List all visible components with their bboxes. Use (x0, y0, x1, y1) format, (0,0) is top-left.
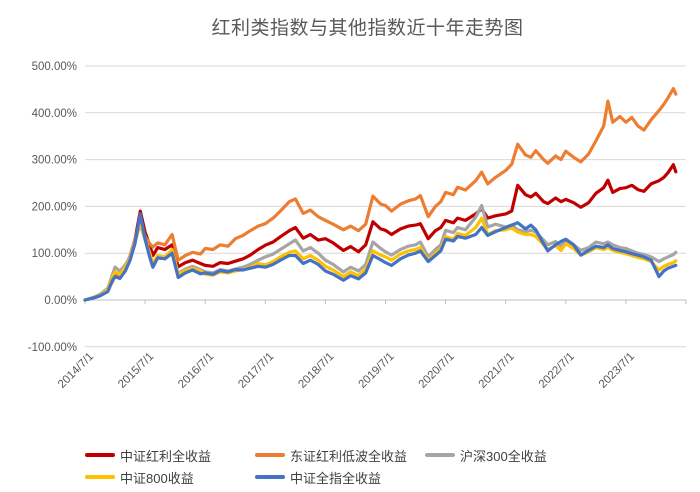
series-color-swatch (85, 475, 115, 479)
x-axis-tick-label: 2017/7/1 (236, 351, 276, 391)
legend: 中证红利全收益 东证红利低波全收益 沪深300全收益 中证800收益 中证全指全… (85, 444, 595, 488)
series-lines (83, 86, 678, 302)
x-axis-tick-label: 2019/7/1 (356, 351, 396, 391)
x-axis-tick-label: 2018/7/1 (296, 351, 336, 391)
legend-item-hushen300: 沪深300全收益 (425, 446, 595, 465)
legend-label: 中证红利全收益 (120, 448, 212, 464)
legend-item-dongzheng-hongli-dibo: 东证红利低波全收益 (255, 446, 425, 465)
x-axis-tick-label: 2020/7/1 (417, 351, 457, 391)
legend-label: 中证全指全收益 (290, 470, 382, 486)
legend-row-1: 中证红利全收益 东证红利低波全收益 沪深300全收益 (85, 444, 595, 466)
series-line (83, 86, 678, 302)
legend-item-zhongzheng-quanzhi: 中证全指全收益 (255, 468, 425, 487)
y-axis-tick-label: 500.00% (32, 61, 77, 73)
y-axis-tick-label: 200.00% (32, 201, 77, 213)
series-color-swatch (425, 453, 455, 457)
series-color-swatch (255, 475, 285, 479)
x-axis-tick-label: 2023/7/1 (597, 351, 637, 391)
legend-label: 东证红利低波全收益 (290, 448, 408, 464)
x-axis-labels: 2014/7/1 2015/7/1 2016/7/1 2017/7/1 2018/7/1… (56, 351, 637, 391)
y-axis-tick-label: 0.00% (44, 295, 77, 307)
y-axis-tick-label: 400.00% (32, 108, 77, 120)
x-axis-tick-label: 2022/7/1 (537, 351, 577, 391)
y-axis-labels: 500.00% 400.00% 300.00% 200.00% 100.00% 0.00%… (28, 61, 77, 354)
legend-item-zhongzheng-800: 中证800收益 (85, 468, 255, 487)
legend-row-2: 中证800收益 中证全指全收益 (85, 466, 595, 488)
legend-label: 沪深300全收益 (460, 448, 547, 464)
x-axis-tick-label: 2015/7/1 (116, 351, 156, 391)
chart-title: 红利类指数与其他指数近十年走势图 (211, 18, 524, 39)
x-axis-tick-label: 2014/7/1 (56, 351, 96, 391)
y-axis-tick-label: 100.00% (32, 248, 77, 260)
series-line (83, 212, 678, 302)
series-line (83, 163, 678, 302)
y-axis-tick-label: 300.00% (32, 155, 77, 167)
x-axis-tick-label: 2021/7/1 (477, 351, 517, 391)
legend-label: 中证800收益 (120, 470, 194, 486)
legend-item-zhongzheng-hongli: 中证红利全收益 (85, 446, 255, 465)
series-color-swatch (255, 453, 285, 457)
x-axis-tick-label: 2016/7/1 (176, 351, 216, 391)
series-color-swatch (85, 453, 115, 457)
x-axis-line (84, 299, 687, 304)
y-axis-tick-label: -100.00% (28, 342, 77, 354)
